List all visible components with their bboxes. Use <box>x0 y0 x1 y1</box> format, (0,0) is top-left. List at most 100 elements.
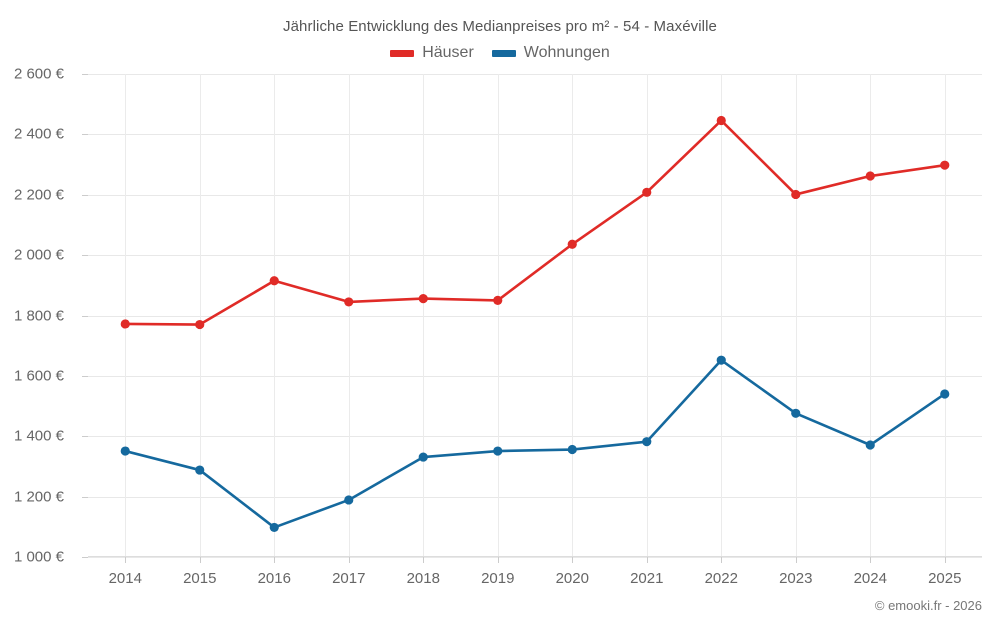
y-axis-tick-mark <box>82 496 88 498</box>
legend-item-häuser[interactable]: Häuser <box>390 44 474 62</box>
y-axis-tick-label: 1 000 € <box>13 548 64 566</box>
series-line <box>123 119 947 326</box>
x-axis-tick-label: 2014 <box>108 570 142 587</box>
gridline-horizontal <box>88 436 982 438</box>
gridline-vertical <box>721 74 723 557</box>
x-axis-tick-mark <box>348 557 350 563</box>
x-axis-tick-label: 2022 <box>704 570 738 587</box>
y-axis-tick-mark <box>82 255 88 257</box>
plot-area: 1 000 € 1 200 € 1 400 € 1 600 € 1 800 € 2 000… <box>14 66 982 587</box>
gridline-vertical <box>646 74 648 557</box>
gridline-horizontal <box>88 315 982 317</box>
gridline-horizontal <box>88 496 982 498</box>
legend-swatch-icon <box>491 49 516 57</box>
gridline-vertical <box>572 74 574 557</box>
x-axis-tick-label: 2017 <box>332 570 366 587</box>
x-axis-tick-label: 2025 <box>928 570 962 587</box>
y-axis-tick-mark <box>82 375 88 377</box>
legend-label: Häuser <box>422 44 474 61</box>
data-point-marker[interactable] <box>195 465 205 475</box>
gridline-horizontal <box>88 255 982 257</box>
gridline-vertical <box>348 74 350 557</box>
gridline-vertical <box>423 74 425 557</box>
data-point-marker[interactable] <box>865 440 875 450</box>
x-axis-tick-mark <box>870 557 872 563</box>
data-point-marker[interactable] <box>642 437 652 447</box>
data-point-marker[interactable] <box>269 276 279 286</box>
data-point-marker[interactable] <box>940 389 950 399</box>
y-axis-tick-mark <box>82 194 88 196</box>
y-axis-tick-mark <box>82 134 88 136</box>
x-axis-tick-label: 2015 <box>183 570 217 587</box>
data-point-marker[interactable] <box>195 319 205 330</box>
data-point-marker[interactable] <box>418 293 428 304</box>
x-axis-tick-mark <box>721 557 723 563</box>
data-point-marker[interactable] <box>567 444 577 455</box>
x-axis-tick-label: 2024 <box>853 570 887 587</box>
y-axis-tick-label: 1 600 € <box>13 367 64 385</box>
data-point-marker[interactable] <box>493 446 503 456</box>
y-axis-tick-label: 1 800 € <box>13 307 64 324</box>
chart-title: Jährliche Entwicklung des Medianpreises … <box>283 18 717 35</box>
chart-legend: Häuser Wohnungen <box>0 44 1000 62</box>
footer-credit: © emooki.fr - 2026 <box>874 598 982 613</box>
x-axis-baseline <box>88 556 982 557</box>
gridline-horizontal <box>88 134 982 136</box>
data-point-marker[interactable] <box>940 160 950 170</box>
data-point-marker[interactable] <box>716 355 726 365</box>
data-point-marker[interactable] <box>791 408 801 418</box>
x-axis-tick-label: 2021 <box>630 570 664 587</box>
gridline-vertical <box>497 74 499 557</box>
gridline-horizontal <box>88 557 982 558</box>
x-axis-tick-label: 2020 <box>555 570 589 587</box>
y-axis-tick-label: 1 400 € <box>13 427 64 445</box>
x-axis-tick-mark <box>795 557 797 563</box>
y-axis-tick-mark <box>82 315 88 317</box>
x-axis-tick-mark <box>944 557 946 563</box>
gridline-vertical <box>274 74 276 557</box>
series-layer <box>120 115 950 533</box>
y-axis-tick-label: 2 000 € <box>13 246 64 264</box>
data-point-marker[interactable] <box>418 452 428 462</box>
data-point-marker[interactable] <box>865 171 875 181</box>
x-axis-tick-label: 2023 <box>779 570 813 587</box>
data-point-marker[interactable] <box>716 115 726 126</box>
x-axis-tick-mark <box>274 557 276 563</box>
data-point-marker[interactable] <box>791 189 801 200</box>
x-axis-tick-mark <box>497 557 499 563</box>
x-axis-tick-mark <box>199 557 201 563</box>
series-wohnungen <box>120 355 950 533</box>
data-point-marker[interactable] <box>344 495 354 505</box>
gridline-vertical <box>199 74 201 557</box>
gridline-vertical <box>944 74 946 557</box>
y-axis-tick-mark <box>82 74 88 75</box>
series-line <box>123 358 947 529</box>
x-axis-tick-mark <box>125 557 127 563</box>
gridline-horizontal <box>88 375 982 377</box>
x-axis-tick-mark <box>423 557 425 563</box>
x-axis-tick-mark <box>646 557 648 563</box>
y-axis-tick-label: 2 400 € <box>13 125 64 143</box>
legend-swatch-icon <box>390 49 415 57</box>
x-axis-tick-mark <box>572 557 574 563</box>
gridline-vertical <box>125 74 127 557</box>
gridline-vertical <box>870 74 872 557</box>
data-point-marker[interactable] <box>642 187 652 197</box>
legend-item-wohnungen[interactable]: Wohnungen <box>491 44 610 62</box>
legend-label: Wohnungen <box>523 44 610 61</box>
data-point-marker[interactable] <box>344 297 354 307</box>
y-axis-tick-label: 1 200 € <box>13 488 64 506</box>
data-point-marker[interactable] <box>269 522 279 533</box>
data-point-marker[interactable] <box>120 446 130 456</box>
series-häuser <box>120 115 950 330</box>
data-point-marker[interactable] <box>493 295 503 306</box>
data-point-marker[interactable] <box>567 239 577 249</box>
y-axis-tick-label: 2 200 € <box>13 186 64 204</box>
gridline-horizontal <box>88 74 982 75</box>
x-axis-tick-label: 2016 <box>257 570 291 587</box>
x-axis-tick-label: 2018 <box>406 570 440 587</box>
data-point-marker[interactable] <box>120 319 130 329</box>
y-axis-tick-mark <box>82 557 88 558</box>
gridline-vertical <box>795 74 797 557</box>
